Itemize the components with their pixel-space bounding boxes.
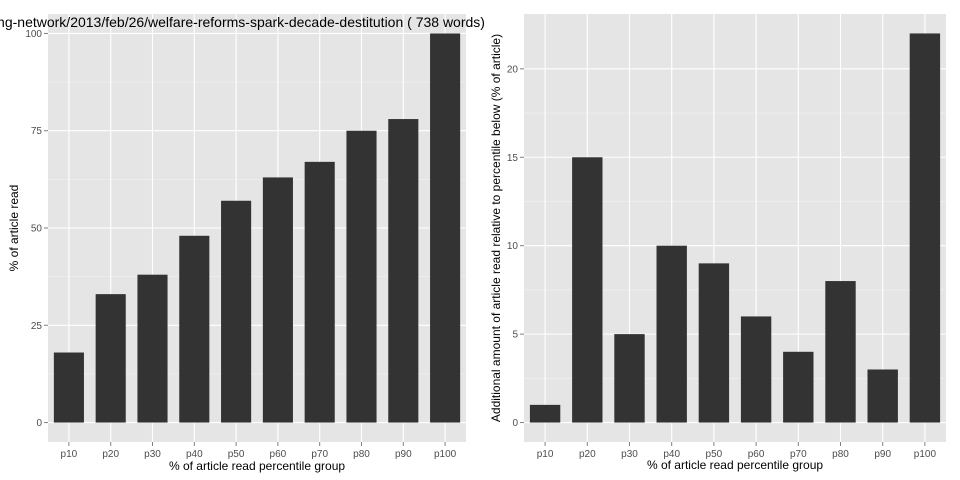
bar-p20: [95, 294, 126, 423]
y-tick-label: 50: [31, 224, 43, 235]
x-tick-label: p60: [270, 449, 287, 460]
bar-p100: [909, 33, 941, 423]
bar-p90: [388, 119, 419, 423]
chart-panel-2: 0 5 10 15 20 p10 p20 p30 p40 p50 p60 p70 p80 p90 p100%…: [489, 14, 946, 472]
bar-p50: [221, 200, 252, 423]
x-tick-label: p20: [579, 449, 596, 460]
bar-p100: [430, 33, 461, 423]
bar-p30: [137, 274, 168, 423]
y-axis-title: Additional amount of article read relati…: [489, 34, 503, 422]
y-tick-label: 100: [25, 29, 42, 40]
bar-p10: [53, 352, 84, 423]
bar-p60: [740, 316, 772, 423]
y-tick-label: 15: [507, 153, 519, 164]
bar-p90: [867, 369, 898, 423]
x-axis-title: % of article read percentile group: [647, 458, 823, 472]
x-tick-label: p80: [353, 449, 370, 460]
x-tick-label: p90: [395, 449, 412, 460]
bar-p30: [614, 334, 645, 423]
chart-title: ng-network/2013/feb/26/welfare-reforms-s…: [0, 14, 485, 30]
x-tick-label: p40: [663, 449, 680, 460]
x-tick-label: p100: [914, 449, 937, 460]
bar-p70: [783, 351, 814, 423]
bar-p80: [346, 130, 377, 423]
y-axis-title: % of article read: [7, 185, 21, 272]
y-tick-label: 5: [512, 330, 518, 341]
bar-p50: [698, 263, 730, 423]
bar-p20: [572, 157, 603, 423]
x-tick-label: p60: [748, 449, 765, 460]
chart-panel-1: 0 25 50 75 100 p10 p20 p30 p40 p50 p60 p70 p80 p90 p10…: [0, 14, 485, 473]
bar-p70: [304, 161, 335, 423]
bar-p40: [179, 235, 210, 423]
x-tick-label: p80: [832, 449, 849, 460]
x-tick-label: p100: [434, 449, 457, 460]
x-tick-label: p70: [790, 449, 807, 460]
bar-p10: [529, 404, 561, 423]
y-tick-label: 0: [512, 418, 518, 429]
x-tick-label: p20: [102, 449, 119, 460]
bar-p40: [656, 245, 687, 423]
x-tick-label: p30: [621, 449, 638, 460]
x-tick-label: p50: [228, 449, 245, 460]
x-tick-label: p70: [311, 449, 328, 460]
x-tick-label: p90: [874, 449, 891, 460]
x-tick-label: p10: [61, 449, 78, 460]
y-tick-label: 0: [36, 418, 42, 429]
x-tick-label: p10: [537, 449, 554, 460]
bar-p80: [825, 281, 856, 423]
x-tick-label: p40: [186, 449, 203, 460]
y-tick-label: 20: [507, 64, 519, 75]
x-axis-title: % of article read percentile group: [169, 459, 345, 473]
y-tick-label: 10: [507, 241, 519, 252]
x-tick-label: p30: [144, 449, 161, 460]
x-tick-label: p50: [706, 449, 723, 460]
y-tick-label: 75: [31, 126, 43, 137]
y-tick-label: 25: [31, 321, 43, 332]
bar-p60: [262, 177, 293, 423]
